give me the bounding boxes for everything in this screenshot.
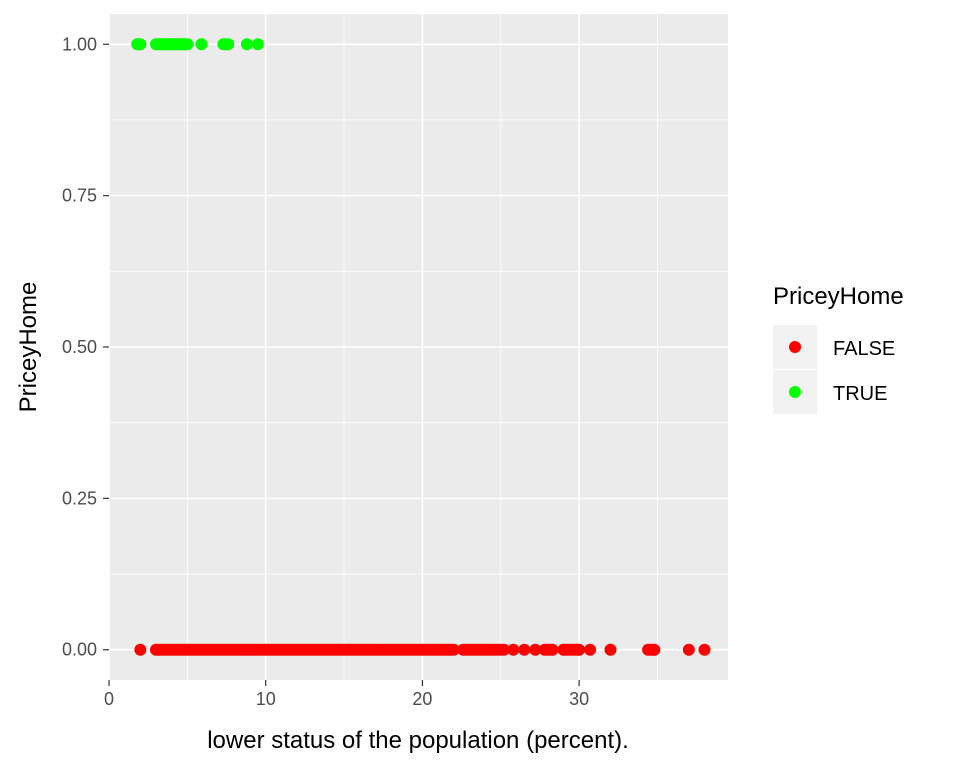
x-tick-label: 20 <box>412 689 432 709</box>
point-false <box>529 643 542 656</box>
x-axis-title: lower status of the population (percent)… <box>207 727 629 754</box>
point-false <box>134 643 147 656</box>
point-false <box>604 643 617 656</box>
point-false <box>507 643 520 656</box>
point-true <box>195 38 208 51</box>
grid-major <box>108 14 728 680</box>
y-tick-label: 1.00 <box>62 34 97 54</box>
x-tick-label: 30 <box>569 689 589 709</box>
point-true <box>251 38 264 51</box>
point-true <box>134 38 147 51</box>
y-axis-title: PriceyHome <box>15 282 42 413</box>
point-false <box>682 643 695 656</box>
point-true <box>222 38 235 51</box>
legend-swatch-true <box>789 386 801 398</box>
data-points <box>131 38 711 656</box>
legend-label-true: TRUE <box>833 383 887 405</box>
y-tick-label: 0.00 <box>62 640 97 660</box>
point-false <box>573 643 586 656</box>
point-false <box>497 643 510 656</box>
point-false <box>546 643 559 656</box>
x-axis: 0 10 20 30 <box>104 680 589 709</box>
point-true <box>240 38 253 51</box>
legend: PriceyHome FALSE TRUE <box>773 283 904 414</box>
point-false <box>447 643 460 656</box>
y-axis: 0.00 0.25 0.50 0.75 1.00 <box>62 34 109 660</box>
x-tick-label: 0 <box>104 689 114 709</box>
point-false <box>584 643 597 656</box>
y-tick-label: 0.75 <box>62 186 97 206</box>
y-tick-label: 0.50 <box>62 337 97 357</box>
point-false <box>698 643 711 656</box>
legend-title: PriceyHome <box>773 283 904 310</box>
point-false <box>648 643 661 656</box>
legend-swatch-false <box>789 341 801 353</box>
point-true <box>181 38 194 51</box>
y-tick-label: 0.25 <box>62 488 97 508</box>
point-false <box>518 643 531 656</box>
legend-label-false: FALSE <box>833 338 895 360</box>
x-tick-label: 10 <box>256 689 276 709</box>
